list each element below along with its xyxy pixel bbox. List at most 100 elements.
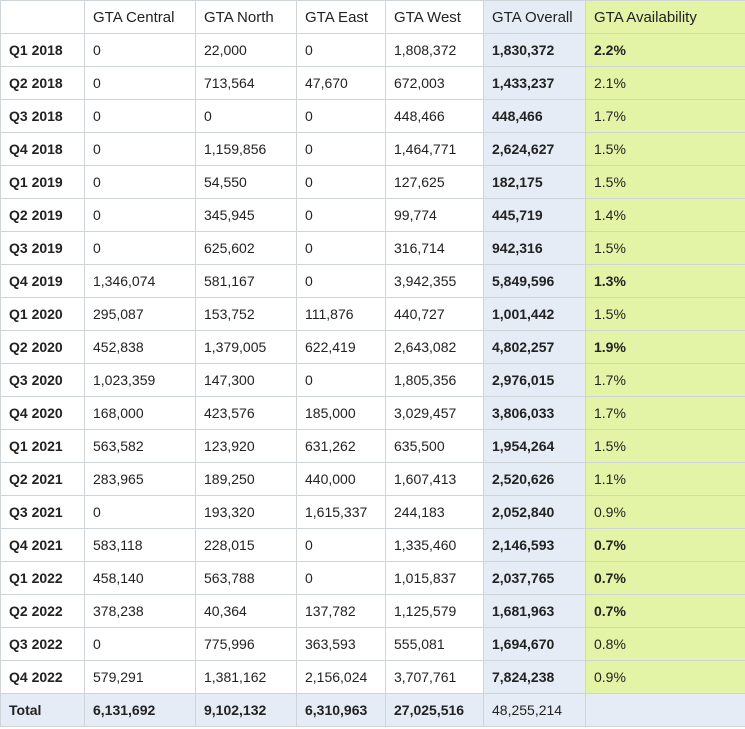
table-row: Q1 2018 0 22,000 0 1,808,372 1,830,372 2.2% (0, 33, 745, 67)
total-central: 6,131,692 (84, 693, 196, 727)
table-row: Q1 2020 295,087 153,752 111,876 440,727 1,001… (0, 297, 745, 331)
cell-central: 168,000 (84, 396, 196, 430)
cell-east: 0 (296, 132, 386, 166)
total-overall: 48,255,214 (483, 693, 586, 727)
cell-central: 563,582 (84, 429, 196, 463)
cell-west: 555,081 (385, 627, 484, 661)
cell-east: 0 (296, 198, 386, 232)
table-row: Q3 2020 1,023,359 147,300 0 1,805,356 2,976,0… (0, 363, 745, 397)
table-row: Q2 2020 452,838 1,379,005 622,419 2,643,082 4… (0, 330, 745, 364)
table-row: Q4 2020 168,000 423,576 185,000 3,029,457 3,8… (0, 396, 745, 430)
cell-availability: 1.7% (585, 396, 745, 430)
cell-central: 452,838 (84, 330, 196, 364)
row-label: Q2 2019 (0, 198, 85, 232)
total-east: 6,310,963 (296, 693, 386, 727)
cell-central: 0 (84, 66, 196, 100)
cell-west: 440,727 (385, 297, 484, 331)
header-row: GTA Central GTA North GTA East GTA West … (0, 0, 745, 34)
total-row: Total 6,131,692 9,102,132 6,310,963 27,025,5… (0, 693, 745, 727)
cell-availability: 1.1% (585, 462, 745, 496)
cell-west: 1,805,356 (385, 363, 484, 397)
cell-availability: 2.2% (585, 33, 745, 67)
cell-east: 0 (296, 528, 386, 562)
cell-west: 1,808,372 (385, 33, 484, 67)
cell-overall: 942,316 (483, 231, 586, 265)
cell-availability: 0.7% (585, 561, 745, 595)
cell-north: 193,320 (195, 495, 297, 529)
row-label: Q3 2019 (0, 231, 85, 265)
table-row: Q2 2018 0 713,564 47,670 672,003 1,433,237 2.1… (0, 66, 745, 100)
cell-east: 0 (296, 231, 386, 265)
cell-overall: 2,037,765 (483, 561, 586, 595)
cell-central: 1,023,359 (84, 363, 196, 397)
cell-availability: 1.7% (585, 363, 745, 397)
cell-north: 189,250 (195, 462, 297, 496)
cell-east: 137,782 (296, 594, 386, 628)
row-label: Q1 2018 (0, 33, 85, 67)
row-label: Q4 2021 (0, 528, 85, 562)
total-north: 9,102,132 (195, 693, 297, 727)
cell-central: 0 (84, 33, 196, 67)
header-gta-availability: GTA Availability (585, 0, 745, 34)
row-label: Q1 2022 (0, 561, 85, 595)
cell-overall: 1,001,442 (483, 297, 586, 331)
cell-availability: 1.5% (585, 429, 745, 463)
cell-north: 625,602 (195, 231, 297, 265)
cell-central: 378,238 (84, 594, 196, 628)
cell-availability: 1.5% (585, 132, 745, 166)
cell-overall: 7,824,238 (483, 660, 586, 694)
cell-east: 0 (296, 165, 386, 199)
cell-east: 0 (296, 99, 386, 133)
cell-east: 2,156,024 (296, 660, 386, 694)
cell-west: 1,335,460 (385, 528, 484, 562)
row-label: Q3 2020 (0, 363, 85, 397)
cell-central: 0 (84, 627, 196, 661)
cell-availability: 1.5% (585, 297, 745, 331)
cell-north: 228,015 (195, 528, 297, 562)
cell-east: 0 (296, 33, 386, 67)
row-label: Q3 2021 (0, 495, 85, 529)
row-label: Q4 2022 (0, 660, 85, 694)
cell-east: 185,000 (296, 396, 386, 430)
cell-north: 22,000 (195, 33, 297, 67)
cell-west: 2,643,082 (385, 330, 484, 364)
cell-north: 775,996 (195, 627, 297, 661)
cell-central: 0 (84, 495, 196, 529)
cell-overall: 2,976,015 (483, 363, 586, 397)
row-label: Q3 2022 (0, 627, 85, 661)
cell-availability: 0.9% (585, 495, 745, 529)
header-gta-east: GTA East (296, 0, 386, 34)
cell-overall: 445,719 (483, 198, 586, 232)
cell-east: 631,262 (296, 429, 386, 463)
row-label: Q2 2018 (0, 66, 85, 100)
table-row: Q2 2021 283,965 189,250 440,000 1,607,413 2,5… (0, 462, 745, 496)
cell-north: 423,576 (195, 396, 297, 430)
row-label: Q1 2019 (0, 165, 85, 199)
cell-central: 0 (84, 132, 196, 166)
cell-west: 99,774 (385, 198, 484, 232)
cell-overall: 182,175 (483, 165, 586, 199)
row-label: Q1 2021 (0, 429, 85, 463)
cell-overall: 4,802,257 (483, 330, 586, 364)
cell-availability: 1.5% (585, 231, 745, 265)
cell-north: 563,788 (195, 561, 297, 595)
cell-overall: 1,694,670 (483, 627, 586, 661)
cell-west: 316,714 (385, 231, 484, 265)
cell-west: 3,707,761 (385, 660, 484, 694)
cell-north: 40,364 (195, 594, 297, 628)
cell-north: 153,752 (195, 297, 297, 331)
cell-central: 0 (84, 165, 196, 199)
cell-central: 583,118 (84, 528, 196, 562)
table-row: Q1 2019 0 54,550 0 127,625 182,175 1.5% (0, 165, 745, 199)
cell-north: 713,564 (195, 66, 297, 100)
cell-north: 0 (195, 99, 297, 133)
table-row: Q2 2022 378,238 40,364 137,782 1,125,579 1,68… (0, 594, 745, 628)
header-gta-west: GTA West (385, 0, 484, 34)
cell-availability: 1.7% (585, 99, 745, 133)
cell-west: 1,015,837 (385, 561, 484, 595)
cell-central: 283,965 (84, 462, 196, 496)
cell-north: 123,920 (195, 429, 297, 463)
cell-central: 295,087 (84, 297, 196, 331)
row-label: Q4 2019 (0, 264, 85, 298)
cell-availability: 0.7% (585, 594, 745, 628)
